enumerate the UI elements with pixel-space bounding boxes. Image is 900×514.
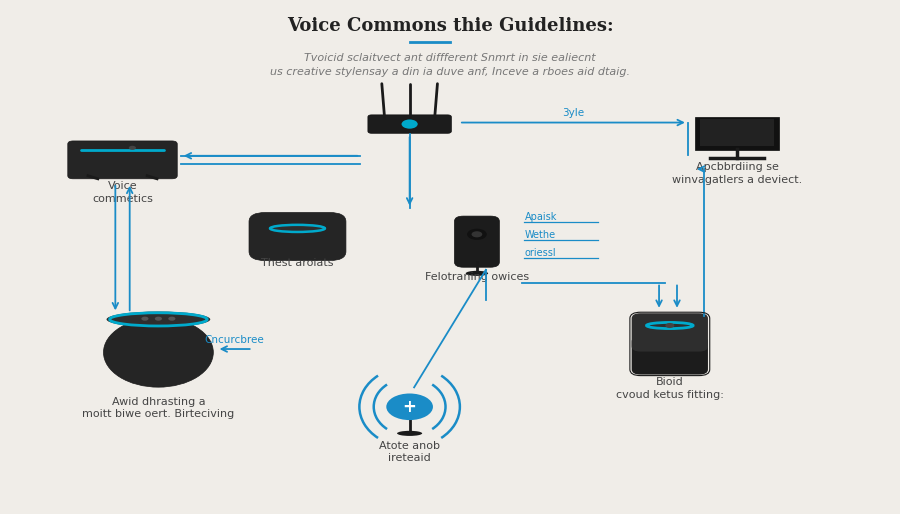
FancyBboxPatch shape [695, 117, 779, 150]
Text: Apaisk: Apaisk [525, 212, 557, 222]
FancyBboxPatch shape [700, 119, 774, 146]
FancyBboxPatch shape [454, 216, 500, 267]
Circle shape [401, 119, 418, 128]
Text: oriessl: oriessl [525, 248, 556, 258]
Text: Awid dhrasting a
moitt biwe oert. Birteciving: Awid dhrasting a moitt biwe oert. Birtec… [82, 397, 235, 419]
Text: 3yle: 3yle [562, 108, 584, 118]
Text: Voice
commetics: Voice commetics [92, 181, 153, 204]
FancyBboxPatch shape [368, 115, 451, 133]
Ellipse shape [106, 311, 211, 327]
FancyBboxPatch shape [68, 141, 177, 179]
Circle shape [472, 231, 482, 237]
Text: Cncurcbree: Cncurcbree [205, 335, 265, 345]
Circle shape [386, 394, 433, 420]
FancyBboxPatch shape [249, 212, 346, 261]
Text: Atote anob
ireteaid: Atote anob ireteaid [379, 440, 440, 463]
Ellipse shape [270, 224, 325, 231]
Text: Wethe: Wethe [525, 230, 555, 240]
FancyBboxPatch shape [632, 313, 708, 352]
Circle shape [168, 317, 176, 321]
Text: Felotraning owices: Felotraning owices [425, 272, 529, 282]
Circle shape [467, 229, 487, 240]
Text: Voice Commons thie Guidelines:: Voice Commons thie Guidelines: [287, 17, 613, 35]
Circle shape [155, 317, 162, 321]
Ellipse shape [397, 431, 422, 436]
Ellipse shape [465, 271, 488, 276]
Circle shape [129, 146, 136, 150]
Text: +: + [402, 398, 417, 416]
Text: Bioid
cvoud ketus fitting:: Bioid cvoud ketus fitting: [616, 377, 724, 399]
Text: Tvoicid sclaitvect ant diffferent Snmrt in sie ealiecnt
us creative stylensay a : Tvoicid sclaitvect ant diffferent Snmrt … [270, 52, 630, 77]
Text: Apcbbrdiing se
winvagatlers a deviect.: Apcbbrdiing se winvagatlers a deviect. [672, 162, 802, 185]
Circle shape [665, 323, 674, 328]
Ellipse shape [104, 318, 213, 387]
Text: Thest aroiats: Thest aroiats [261, 258, 334, 268]
FancyBboxPatch shape [632, 336, 708, 375]
Circle shape [141, 317, 149, 321]
